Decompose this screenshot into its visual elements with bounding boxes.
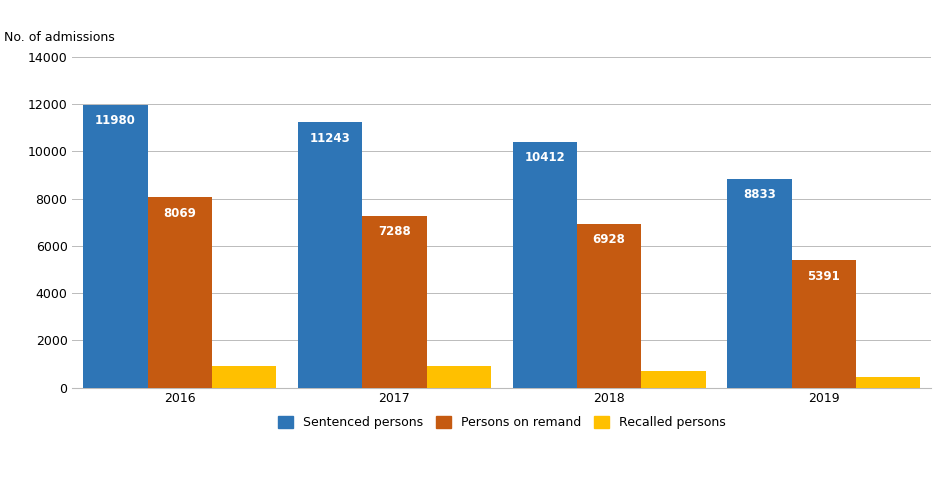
- Text: 931: 931: [447, 368, 471, 380]
- Text: 932: 932: [231, 368, 256, 380]
- Text: 465: 465: [875, 378, 900, 391]
- Text: 5391: 5391: [806, 270, 839, 283]
- Bar: [297, 122, 362, 387]
- Bar: [641, 371, 705, 387]
- Bar: [362, 215, 426, 387]
- Bar: [855, 376, 919, 387]
- Text: 7288: 7288: [378, 225, 411, 238]
- Text: 8069: 8069: [163, 206, 196, 220]
- Text: 8833: 8833: [742, 188, 775, 201]
- Bar: [426, 366, 491, 387]
- Text: 714: 714: [661, 372, 685, 385]
- Bar: [147, 197, 211, 387]
- Text: 11980: 11980: [95, 114, 136, 127]
- Legend: Sentenced persons, Persons on remand, Recalled persons: Sentenced persons, Persons on remand, Re…: [273, 411, 730, 434]
- Text: 10412: 10412: [524, 151, 565, 164]
- Bar: [512, 142, 577, 387]
- Bar: [577, 224, 641, 387]
- Text: No. of admissions: No. of admissions: [4, 31, 114, 44]
- Bar: [791, 260, 855, 387]
- Bar: [211, 366, 276, 387]
- Text: 11243: 11243: [310, 131, 350, 144]
- Bar: [727, 179, 791, 387]
- Text: 6928: 6928: [592, 234, 625, 247]
- Bar: [83, 105, 147, 387]
